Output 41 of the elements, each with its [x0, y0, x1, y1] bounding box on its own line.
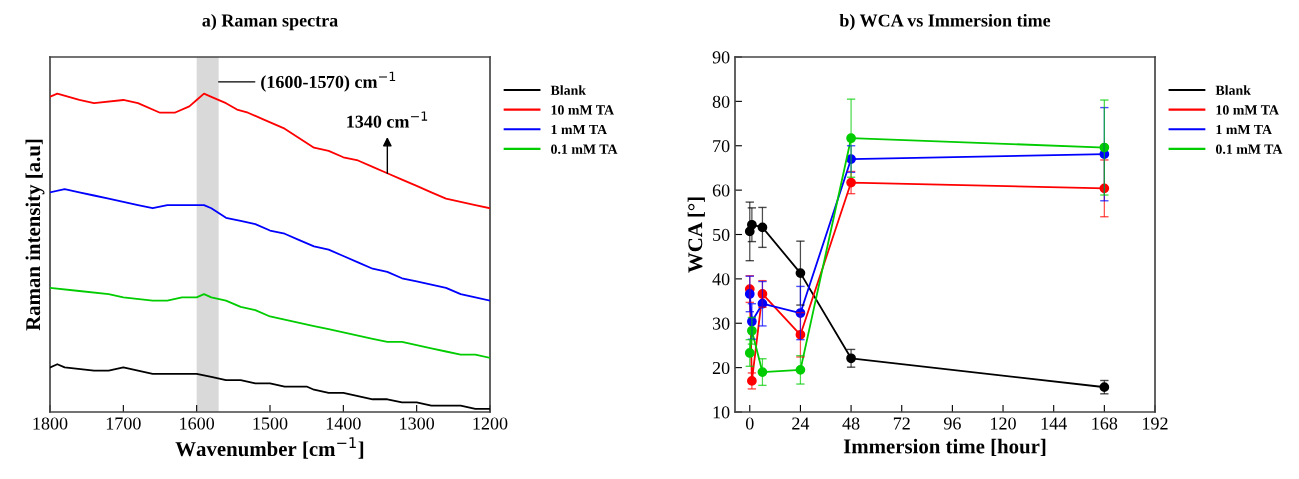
x-tick-label: 1500	[253, 417, 288, 430]
legend-label: 0.1 mM TA	[1215, 144, 1283, 154]
y-tick-label: 20	[712, 361, 730, 375]
x-tick-label: 120	[991, 417, 1016, 430]
x-tick-label: 192	[1143, 417, 1168, 430]
y-axis-title: Raman intensity [a.u]	[25, 139, 45, 331]
x-tick-label: 1200	[473, 417, 508, 430]
x-axis-title: Immersion time [hour]	[843, 438, 1046, 457]
x-tick-label: 72	[893, 417, 910, 430]
y-tick-label: 90	[712, 51, 730, 64]
x-tick-label: 96	[943, 417, 961, 430]
y-tick-label: 50	[713, 228, 730, 241]
x-tick-label: 0	[745, 417, 754, 430]
chart-title: b) WCA vs Immersion time	[839, 13, 1051, 31]
x-axis-title: Wavenumber [cm$^{−1}$]	[175, 437, 364, 459]
chart-title: a) Raman spectra	[202, 13, 338, 31]
legend-label: Blank	[550, 85, 587, 95]
x-tick-label: 144	[1041, 417, 1067, 430]
legend-label: 10 mM TA	[551, 105, 614, 115]
band-label: (1600-1570) cm$^{−1}$	[261, 71, 396, 92]
x-tick-label: 1800	[33, 417, 68, 430]
legend-label: 1 mM TA	[1216, 124, 1272, 135]
legend-label: 0.1 mM TA	[551, 144, 618, 154]
legend-label: Blank	[1215, 85, 1251, 95]
x-tick-label: 48	[842, 417, 860, 430]
legend-label: 10 mM TA	[1216, 105, 1279, 115]
x-tick-label: 1700	[106, 417, 141, 430]
x-tick-label: 1600	[180, 417, 215, 430]
x-tick-label: 24	[792, 417, 810, 430]
y-tick-label: 60	[712, 184, 730, 197]
y-axis-title: WCA [°]	[687, 197, 705, 273]
x-tick-label: 1400	[326, 417, 361, 430]
y-tick-label: 80	[712, 95, 730, 108]
y-tick-label: 10	[713, 406, 730, 419]
y-tick-label: 30	[712, 317, 730, 330]
annotation: 1340 cm$^{−1}$	[347, 111, 428, 128]
x-tick-label: 1300	[400, 417, 435, 430]
legend-label: 1 mM TA	[551, 124, 608, 135]
y-tick-label: 70	[713, 140, 730, 153]
y-tick-label: 40	[712, 273, 730, 286]
x-tick-label: 168	[1092, 417, 1118, 430]
